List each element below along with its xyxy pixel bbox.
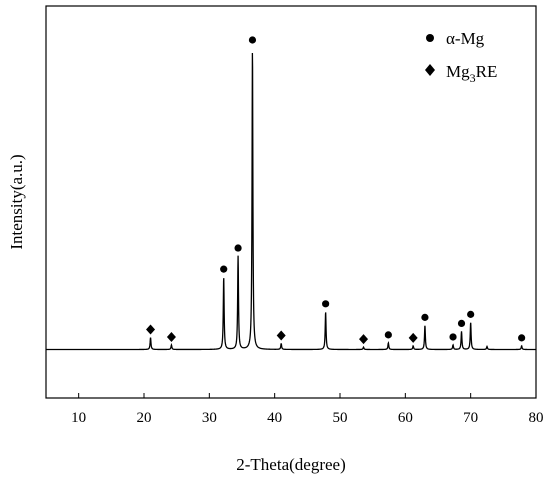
- phase-marker-circle-10: [421, 313, 429, 321]
- legend-mg3re-marker: [425, 64, 435, 76]
- phase-marker-circle-8: [384, 331, 392, 339]
- x-tick-label-20: 20: [137, 410, 152, 426]
- phase-marker-diamond-0: [146, 324, 156, 335]
- phase-markers: [146, 36, 526, 345]
- phase-marker-circle-12: [457, 319, 466, 328]
- x-tick-label-30: 30: [202, 410, 217, 426]
- legend-mg3re-sub: 3: [470, 71, 476, 85]
- legend-mg3re-tail: RE: [476, 62, 498, 81]
- legend-alpha-mg-marker: [426, 34, 434, 42]
- legend-mg3re-main: Mg: [446, 62, 470, 81]
- phase-marker-circle-2: [220, 265, 228, 273]
- phase-marker-circle-13: [467, 310, 475, 318]
- phase-marker-circle-6: [322, 300, 330, 308]
- phase-marker-circle-4: [248, 36, 257, 44]
- x-tick-label-70: 70: [463, 410, 478, 426]
- xrd-pattern-line: [46, 53, 536, 351]
- phase-marker-circle-3: [234, 244, 242, 252]
- phase-marker-circle-14: [518, 334, 526, 342]
- plot-frame: [45, 5, 537, 399]
- x-tick-label-80: 80: [529, 410, 544, 426]
- x-axis-title: 2-Theta(degree): [236, 455, 345, 474]
- y-axis-title: Intensity(a.u.): [7, 154, 26, 249]
- phase-marker-diamond-7: [359, 334, 369, 345]
- legend-alpha-mg-label: α-Mg: [446, 29, 485, 48]
- x-axis-ticks: 10 20 30 40 50 60 70 80: [71, 393, 544, 426]
- phase-marker-diamond-5: [276, 330, 286, 341]
- x-tick-label-40: 40: [267, 410, 282, 426]
- x-tick-label-10: 10: [71, 410, 86, 426]
- phase-marker-diamond-1: [166, 331, 176, 342]
- phase-marker-diamond-9: [408, 332, 418, 343]
- legend-mg3re-label: Mg3RE: [446, 62, 497, 85]
- legend: α-Mg Mg3RE: [425, 29, 497, 85]
- phase-marker-circle-11: [449, 333, 457, 341]
- x-tick-label-50: 50: [333, 410, 348, 426]
- x-tick-label-60: 60: [398, 410, 413, 426]
